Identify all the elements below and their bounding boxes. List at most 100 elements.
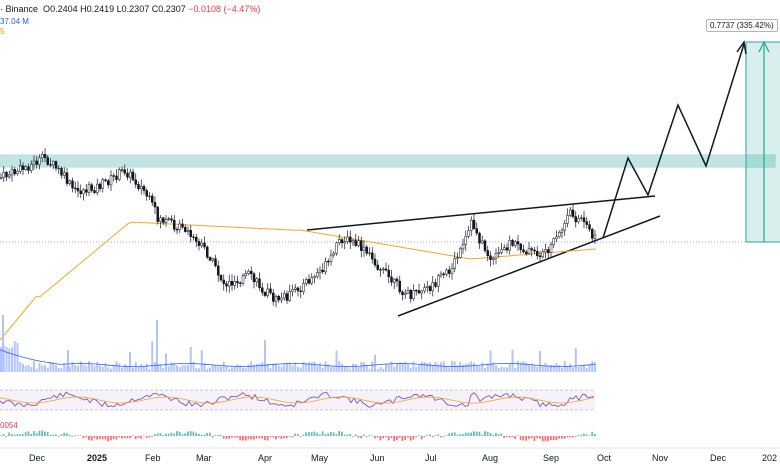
volume-bar: [346, 366, 349, 372]
volume-bar: [220, 366, 222, 372]
candle-body: [423, 287, 426, 292]
macd-bar: [33, 431, 35, 436]
volume-bar: [165, 353, 167, 372]
volume-bar: [214, 365, 217, 372]
macd-bar: [110, 436, 112, 441]
candle-body: [478, 232, 481, 244]
volume-bar: [577, 366, 580, 372]
candle-body: [321, 269, 324, 273]
candle-body: [35, 160, 38, 165]
macd-bar: [343, 434, 346, 436]
macd-bar: [96, 436, 99, 440]
candle-body: [503, 247, 506, 250]
projection-path[interactable]: [602, 43, 745, 239]
macd-bar: [200, 434, 203, 436]
volume-bar: [503, 367, 506, 372]
candle-body: [373, 258, 377, 266]
macd-bar: [16, 434, 19, 436]
macd-bar: [385, 436, 387, 438]
volume-bar: [187, 364, 189, 372]
resistance-zone[interactable]: [0, 154, 776, 168]
volume-bar: [101, 366, 104, 372]
volume-bar: [16, 342, 19, 372]
candle-body: [261, 287, 264, 293]
volume-bar: [156, 320, 158, 372]
macd-bar: [327, 433, 330, 436]
volume-bar: [354, 363, 357, 372]
macd-bar: [588, 435, 591, 436]
macd-bar: [236, 436, 239, 438]
volume-bar: [255, 363, 258, 372]
candle-body: [533, 249, 536, 252]
candle-body: [82, 189, 85, 194]
candle-body: [393, 278, 396, 283]
candle-body: [445, 269, 448, 275]
macd-bar: [159, 432, 162, 436]
candle-body: [461, 244, 465, 250]
volume-bar: [30, 367, 33, 372]
wedge-upper-line[interactable]: [306, 195, 656, 231]
macd-bar: [242, 436, 244, 441]
candle-body: [107, 180, 110, 186]
macd-bar: [99, 436, 101, 440]
macd-bar: [93, 436, 96, 439]
volume-bar: [35, 368, 38, 372]
wedge-lower-line[interactable]: [397, 215, 661, 317]
volume-bar: [250, 361, 253, 372]
volume-bar: [233, 366, 236, 372]
volume-bar: [566, 365, 569, 372]
macd-bar: [261, 436, 264, 439]
candle-body: [431, 282, 434, 292]
volume-bar: [547, 365, 550, 372]
candle-body: [483, 240, 487, 251]
candle-body: [310, 277, 313, 284]
candle-body: [384, 268, 388, 271]
x-axis-label: Mar: [196, 453, 212, 463]
volume-bar: [343, 366, 346, 372]
volume-bar: [173, 363, 176, 372]
volume-ma-line: [0, 349, 596, 367]
candle-body: [412, 289, 415, 299]
macd-bar: [401, 436, 404, 441]
volume-bar: [178, 367, 181, 372]
macd-bar: [145, 436, 148, 438]
macd-bar: [330, 431, 332, 436]
candle-body: [214, 258, 217, 267]
macd-bar: [464, 432, 467, 436]
volume-bar: [24, 365, 27, 372]
macd-bar: [346, 434, 349, 436]
volume-bar: [77, 365, 79, 372]
candle-body: [305, 279, 308, 284]
candle-body: [470, 219, 473, 231]
volume-bar: [332, 366, 335, 372]
candle-body: [376, 264, 379, 270]
macd-bar: [431, 436, 434, 438]
volume-bar: [126, 366, 129, 372]
candle-body: [296, 287, 300, 292]
target-price-tag[interactable]: 0.7737 (335.42%): [706, 19, 778, 32]
macd-bar: [291, 436, 294, 438]
candle-body: [74, 187, 77, 190]
candle-body: [173, 219, 176, 230]
macd-bar: [8, 432, 11, 436]
target-box[interactable]: [746, 42, 780, 242]
macd-bar: [112, 436, 115, 439]
macd-bar: [107, 436, 110, 442]
volume-bar: [140, 364, 143, 372]
candle-body: [0, 177, 3, 179]
volume-bar: [486, 363, 489, 372]
volume-bar: [517, 361, 519, 372]
candle-body: [544, 249, 547, 253]
candle-body: [486, 250, 489, 256]
volume-bar: [38, 363, 41, 372]
macd-bar: [258, 436, 261, 439]
candle-body: [508, 239, 511, 251]
macd-bar: [11, 433, 13, 436]
macd-bar: [572, 436, 574, 438]
volume-bar: [525, 362, 528, 372]
candle-body: [57, 167, 60, 170]
candle-body: [588, 224, 591, 230]
volume-bar: [134, 362, 137, 372]
